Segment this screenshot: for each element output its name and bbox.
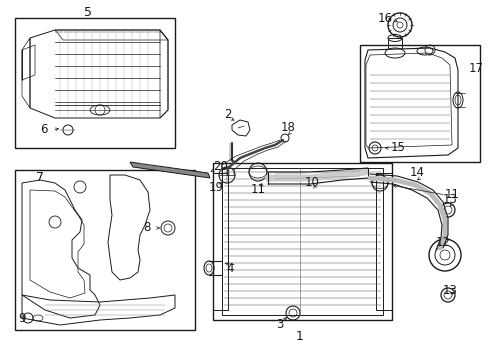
Text: 16: 16 [377,12,392,24]
Text: 1: 1 [295,330,304,343]
Text: 8: 8 [143,221,150,234]
Text: 13: 13 [442,284,456,297]
Text: 10: 10 [304,176,319,189]
Text: 11: 11 [444,189,459,202]
Text: 5: 5 [84,5,92,18]
Text: 2: 2 [224,108,231,121]
Text: 7: 7 [36,171,44,184]
Text: 11: 11 [250,184,265,197]
Text: 14: 14 [408,166,424,180]
Text: 15: 15 [390,141,405,154]
Text: 19: 19 [208,181,223,194]
Text: 17: 17 [468,62,483,75]
Text: 4: 4 [226,261,233,274]
Text: 20: 20 [213,161,228,174]
Text: 3: 3 [276,319,283,332]
Text: 9: 9 [18,311,26,324]
Text: 6: 6 [40,123,48,136]
Polygon shape [130,162,209,178]
Text: 12: 12 [435,235,449,248]
Text: 13: 13 [442,193,456,207]
Text: 18: 18 [280,121,295,135]
